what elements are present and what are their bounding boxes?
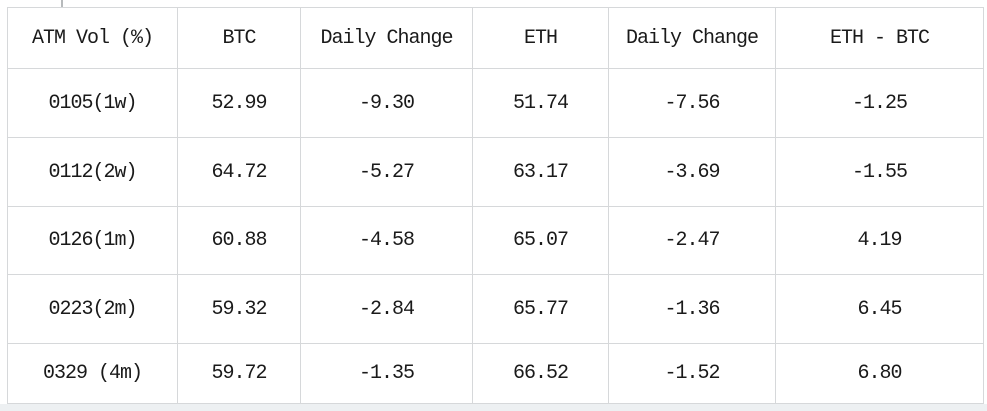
cell-eth-minus-btc: 6.80 — [776, 344, 984, 404]
row-label-0112-2w: 0112(2w) — [8, 138, 178, 207]
bottom-margin-band — [0, 404, 987, 411]
column-header-eth-minus-btc: ETH - BTC — [776, 8, 984, 69]
cell-eth-vol: 65.07 — [473, 207, 609, 275]
row-label-0105-1w: 0105(1w) — [8, 69, 178, 138]
cell-eth-vol: 63.17 — [473, 138, 609, 207]
cell-btc-daily-change: -4.58 — [301, 207, 473, 275]
cell-btc-vol: 59.72 — [178, 344, 301, 404]
column-header-eth-daily-change: Daily Change — [609, 8, 776, 69]
column-header-atm-vol: ATM Vol (%) — [8, 8, 178, 69]
cell-btc-vol: 59.32 — [178, 275, 301, 344]
cell-eth-minus-btc: -1.25 — [776, 69, 984, 138]
cell-btc-vol: 60.88 — [178, 207, 301, 275]
cell-btc-daily-change: -9.30 — [301, 69, 473, 138]
cell-eth-daily-change: -1.36 — [609, 275, 776, 344]
top-edge-artifact — [61, 0, 63, 7]
column-header-btc: BTC — [178, 8, 301, 69]
cell-eth-daily-change: -7.56 — [609, 69, 776, 138]
cell-eth-vol: 51.74 — [473, 69, 609, 138]
cell-btc-daily-change: -5.27 — [301, 138, 473, 207]
row-label-0329-4m: 0329 (4m) — [8, 344, 178, 404]
cell-eth-daily-change: -3.69 — [609, 138, 776, 207]
cell-btc-daily-change: -1.35 — [301, 344, 473, 404]
cell-eth-minus-btc: 4.19 — [776, 207, 984, 275]
cell-eth-minus-btc: 6.45 — [776, 275, 984, 344]
row-label-0126-1m: 0126(1m) — [8, 207, 178, 275]
column-header-btc-daily-change: Daily Change — [301, 8, 473, 69]
cell-eth-daily-change: -1.52 — [609, 344, 776, 404]
column-header-eth: ETH — [473, 8, 609, 69]
cell-btc-vol: 64.72 — [178, 138, 301, 207]
cell-eth-minus-btc: -1.55 — [776, 138, 984, 207]
cell-btc-vol: 52.99 — [178, 69, 301, 138]
cell-eth-daily-change: -2.47 — [609, 207, 776, 275]
cell-btc-daily-change: -2.84 — [301, 275, 473, 344]
cell-eth-vol: 66.52 — [473, 344, 609, 404]
atm-vol-table: ATM Vol (%) BTC Daily Change ETH Daily C… — [7, 7, 984, 404]
cell-eth-vol: 65.77 — [473, 275, 609, 344]
row-label-0223-2m: 0223(2m) — [8, 275, 178, 344]
